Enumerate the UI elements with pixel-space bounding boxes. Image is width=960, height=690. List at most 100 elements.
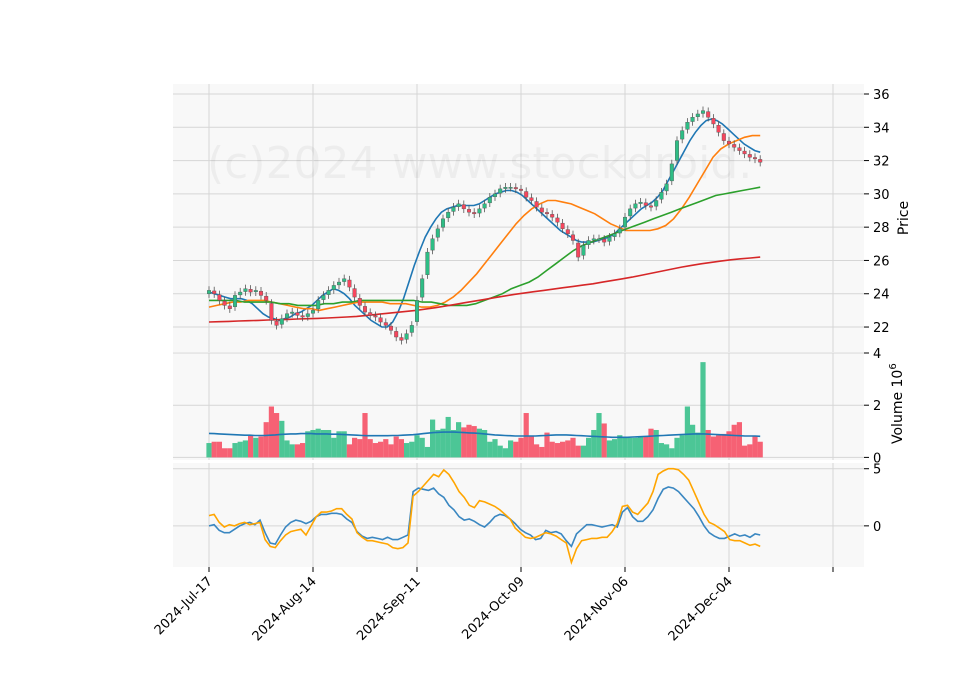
volume-bar (346, 444, 352, 458)
candle-down (357, 298, 362, 306)
volume-bar (232, 443, 238, 458)
price-gridlines (173, 84, 864, 352)
volume-bar (596, 413, 602, 458)
date-tick-label: 2024-Jul-17 (152, 574, 216, 638)
volume-tick-label: 0 (873, 451, 881, 466)
candle-down (721, 133, 726, 141)
volume-bar (528, 436, 534, 458)
date-tick-label: 2024-Aug-14 (250, 574, 320, 644)
candle-up (591, 238, 596, 241)
candle-down (264, 295, 269, 301)
volume-bar (435, 429, 441, 458)
volume-bar (695, 432, 701, 458)
candle-up (654, 200, 659, 207)
candle-up (664, 183, 669, 192)
volume-axis-label: Volume 106 (888, 363, 906, 444)
volume-bar (591, 429, 597, 458)
price-axis-ticks: 22 24 26 28 30 32 34 36 (864, 88, 890, 336)
volume-bar (492, 439, 498, 458)
price-tick-label: 32 (873, 155, 890, 170)
candle-down (472, 212, 477, 215)
candle-up (456, 203, 461, 207)
volume-bar (398, 439, 404, 458)
volume-bar (601, 423, 607, 458)
candle-down (222, 300, 227, 306)
candle-up (498, 188, 503, 194)
volume-bar (352, 437, 358, 458)
price-axis-label: Price (896, 201, 912, 235)
volume-bar (409, 441, 415, 458)
date-tick-label: 2024-Sep-11 (354, 574, 424, 644)
ma-mid-line (208, 134, 761, 312)
watermark-text: (c)2024 www.stockdroid. (207, 138, 752, 189)
volume-bar (565, 440, 571, 458)
volume-bar (222, 448, 228, 458)
volume-bar (419, 437, 425, 458)
volume-bar (414, 435, 420, 458)
candle-down (753, 157, 758, 160)
candle-down (363, 306, 368, 313)
candle-up (420, 278, 425, 298)
candle-down (716, 124, 721, 133)
volume-bar (258, 436, 264, 458)
volume-bar (320, 429, 326, 458)
candle-down (560, 222, 565, 230)
volume-axis-ticks: 0 2 4 (864, 347, 881, 466)
volume-bar (378, 441, 384, 458)
volume-bar (227, 448, 233, 458)
volume-bar (747, 444, 753, 458)
candle-up (305, 313, 310, 317)
volume-bar (404, 443, 410, 458)
candle-up (409, 325, 414, 333)
volume-bar (216, 441, 222, 458)
candle-down (727, 140, 732, 145)
oscillator-fast-line (208, 486, 761, 548)
price-tick-label: 36 (873, 88, 890, 103)
oscillator-tick-label: 0 (873, 520, 881, 535)
candle-up (638, 201, 643, 204)
volume-bar (289, 444, 295, 458)
candle-up (581, 245, 586, 256)
volume-bar (648, 428, 654, 458)
volume-bar (554, 443, 560, 458)
volume-bar (471, 426, 477, 458)
volume-bar (721, 433, 727, 458)
candle-up (279, 318, 284, 325)
candle-up (617, 228, 622, 234)
volume-bar (539, 446, 545, 458)
volume-bar (606, 440, 612, 458)
volume-bar (617, 435, 623, 458)
volume-panel: 0 2 4 Volume 106 (173, 347, 906, 466)
candle-down (389, 325, 394, 331)
candle-down (259, 290, 264, 296)
candle-down (383, 322, 388, 326)
candle-up (685, 122, 690, 130)
volume-bar (268, 406, 274, 458)
candle-down (212, 290, 217, 294)
volume-bar (705, 429, 711, 458)
volume-bar (731, 424, 737, 458)
candle-down (555, 217, 560, 223)
volume-bar (440, 428, 446, 458)
candle-up (243, 288, 248, 292)
candle-down (649, 205, 654, 208)
price-panel-background (173, 84, 864, 352)
candle-up (321, 295, 326, 300)
candle-up (597, 238, 602, 241)
candle-down (565, 229, 570, 235)
volume-bar (638, 436, 644, 458)
candle-up (503, 187, 508, 189)
price-tick-label: 30 (873, 188, 890, 203)
volume-bar (487, 441, 493, 458)
candle-down (737, 147, 742, 151)
candle-up (680, 130, 685, 140)
price-tick-label: 24 (873, 288, 890, 303)
candle-up (586, 240, 591, 245)
volume-bar (622, 436, 628, 458)
candle-up (337, 281, 342, 286)
candle-down (368, 312, 373, 316)
price-panel: (c)2024 www.stockdroid. 22 24 26 28 30 32 34 36… (173, 84, 912, 352)
candle-down (529, 197, 534, 201)
volume-bar (679, 435, 685, 458)
